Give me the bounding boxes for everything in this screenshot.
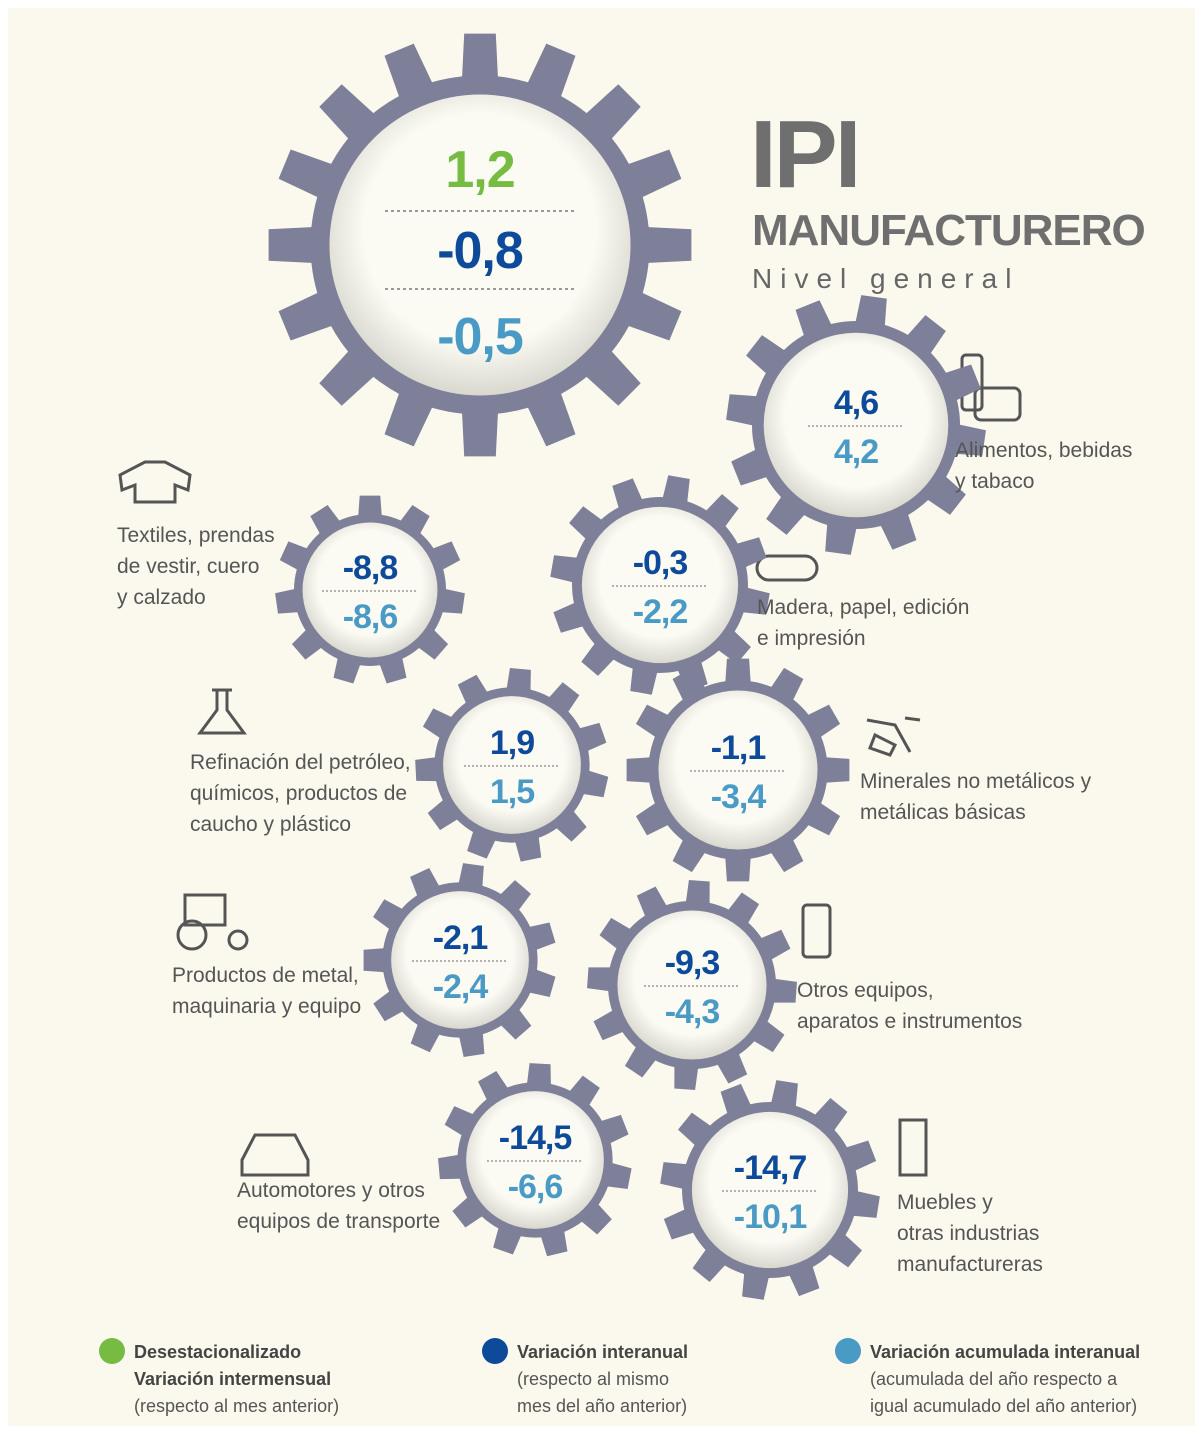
sector-label: maquinaria y equipo <box>172 995 361 1018</box>
sector-label: caucho y plástico <box>190 813 351 836</box>
legend-text: Variación interanual <box>517 1342 688 1362</box>
sector-value: -8,6 <box>343 598 398 636</box>
legend-swatch <box>482 1338 508 1364</box>
general-value: -0,5 <box>437 308 523 366</box>
legend-text: mes del año anterior) <box>517 1396 687 1416</box>
legend-swatch <box>835 1338 861 1364</box>
sector-value: -8,8 <box>343 549 398 587</box>
sector-label: aparatos e instrumentos <box>797 1010 1022 1033</box>
sector-label: Madera, papel, edición <box>757 596 969 619</box>
icon-shirt <box>118 460 192 504</box>
sector-label: otras industrias <box>897 1222 1039 1245</box>
sector-label: de vestir, cuero <box>117 555 259 578</box>
sector-value: -0,3 <box>633 544 688 582</box>
gears: 1,2 -0,8 -0,5 4,6 4,2 -8,8 -8,6 -0,3 -2,2 1,9 1,5 -… <box>268 33 986 1300</box>
sector-value: -9,3 <box>665 944 720 982</box>
gear-face <box>329 94 631 396</box>
legend-text: (acumulada del año respecto a <box>870 1369 1118 1389</box>
legend-text: Variación acumulada interanual <box>870 1342 1140 1362</box>
sector-label: químicos, productos de <box>190 782 407 805</box>
gear-face <box>617 910 767 1060</box>
sector-value: -2,4 <box>433 968 489 1006</box>
gear-face <box>391 891 529 1029</box>
sector-label: y calzado <box>117 586 206 609</box>
icon-tractor <box>183 893 227 927</box>
sector-value: -6,6 <box>508 1168 563 1206</box>
sector-label: e impresión <box>757 627 866 650</box>
title: IPI <box>750 101 858 208</box>
sector-value: -14,7 <box>734 1149 807 1187</box>
icons <box>118 353 1022 1177</box>
icon-car <box>240 1133 310 1177</box>
gear-face <box>763 332 949 518</box>
icon-phone <box>801 903 832 959</box>
legend-text: igual acumulado del año anterior) <box>870 1396 1137 1416</box>
icon-bread <box>973 386 1022 422</box>
icon-log <box>755 554 819 582</box>
gear-face <box>302 522 438 658</box>
sector-label: Minerales no metálicos y <box>860 770 1092 793</box>
caption: Nivel general <box>752 263 1019 294</box>
legend-text: Desestacionalizado <box>134 1342 301 1362</box>
sector-label: Refinación del petróleo, <box>190 751 411 774</box>
sector-label: manufactureras <box>897 1253 1043 1276</box>
legend-swatch <box>99 1338 125 1364</box>
sector-value: 4,6 <box>834 384 878 422</box>
sector-label: metálicas básicas <box>860 801 1026 824</box>
sector-label: Textiles, prendas <box>117 524 275 547</box>
icon-cabinet <box>898 1118 928 1177</box>
sector-label: Automotores y otros <box>237 1179 425 1202</box>
icon-flask <box>197 688 247 735</box>
sector-value: -10,1 <box>734 1198 807 1236</box>
sector-value: 4,2 <box>834 433 878 471</box>
gear-face <box>443 696 581 834</box>
sector-label: equipos de transporte <box>237 1210 440 1233</box>
sector-value: 1,5 <box>490 773 534 811</box>
sector-label: Muebles y <box>897 1191 993 1214</box>
icon-wheel <box>176 919 208 951</box>
sector-value: -14,5 <box>499 1119 572 1157</box>
icon-mixer <box>866 716 921 757</box>
legend-text: (respecto al mes anterior) <box>134 1396 339 1416</box>
sector-value: -3,4 <box>711 778 767 816</box>
gear-face <box>466 1091 604 1229</box>
sector-value: -2,1 <box>433 919 488 957</box>
sector-label: y tabaco <box>955 470 1034 493</box>
subtitle: MANUFACTURERO <box>752 206 1145 255</box>
gear-face <box>658 690 818 850</box>
sector-value: -1,1 <box>711 729 766 767</box>
gear-face <box>581 506 739 664</box>
legend-text: (respecto al mismo <box>517 1369 669 1389</box>
gear-face <box>691 1111 849 1269</box>
sector-label: Productos de metal, <box>172 964 359 987</box>
icon-wheel <box>227 929 249 951</box>
sector-value: -2,2 <box>633 593 688 631</box>
general-value: -0,8 <box>437 222 523 280</box>
legend-text: Variación intermensual <box>134 1369 331 1389</box>
general-value: 1,2 <box>445 141 514 199</box>
sector-value: 1,9 <box>490 724 534 762</box>
sector-label: Otros equipos, <box>797 979 934 1002</box>
sector-label: Alimentos, bebidas <box>955 439 1132 462</box>
sector-value: -4,3 <box>665 993 720 1031</box>
